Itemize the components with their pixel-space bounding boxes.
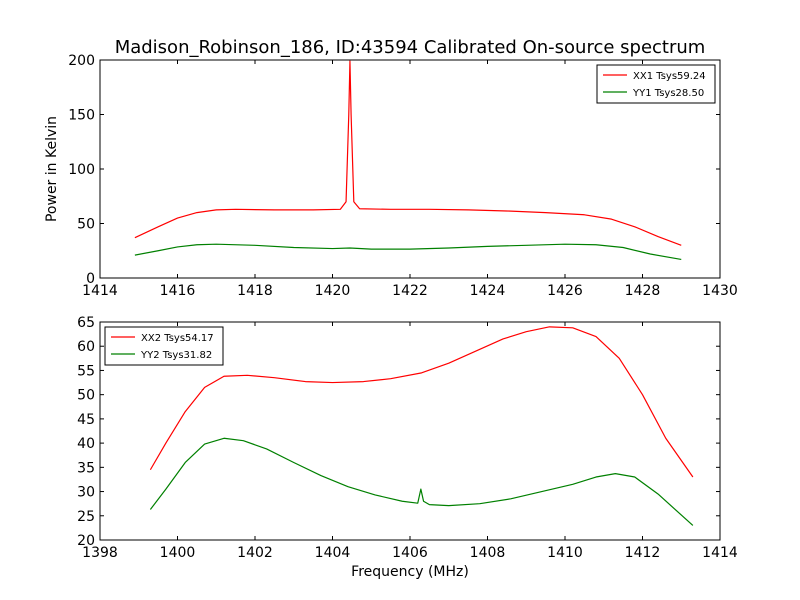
legend-label: XX2 Tsys54.17 (141, 333, 214, 344)
x-tick-label: 1414 (82, 283, 118, 299)
legend-box (596, 64, 716, 104)
x-tick-label: 1402 (237, 545, 273, 561)
x-tick-label: 1404 (315, 545, 351, 561)
x-tick-label: 1430 (702, 283, 738, 299)
series-line-1-2 (134, 243, 682, 261)
x-tick-label: 1398 (82, 545, 118, 561)
x-tick-label: 1428 (625, 283, 661, 299)
x-tick-label: 1410 (547, 545, 583, 561)
y-tick-label: 150 (68, 108, 95, 124)
y-tick-label: 55 (77, 363, 95, 379)
y-tick-label: 25 (77, 509, 95, 525)
y-tick-label: 100 (68, 162, 95, 178)
legend-label: YY2 Tsys31.82 (140, 350, 212, 361)
y-tick-label: 35 (77, 460, 95, 476)
x-tick-label: 1412 (625, 545, 661, 561)
y-tick-label: 40 (77, 436, 95, 452)
legend-2: XX2 Tsys54.17 YY2 Tsys31.82 (104, 326, 224, 366)
x-tick-label: 1424 (470, 283, 506, 299)
x-tick-label: 1420 (315, 283, 351, 299)
legend-1: XX1 Tsys59.24 YY1 Tsys28.50 (596, 64, 716, 104)
y-tick-label: 20 (77, 533, 95, 549)
x-tick-label: 1414 (702, 545, 738, 561)
legend-label: XX1 Tsys59.24 (633, 71, 706, 82)
y-tick-label: 50 (77, 217, 95, 233)
y-tick-label: 60 (77, 339, 95, 355)
x-tick-label: 1416 (160, 283, 196, 299)
legend-label: YY1 Tsys28.50 (632, 88, 704, 99)
series-line-2-1 (149, 326, 694, 478)
y-tick-label: 50 (77, 388, 95, 404)
y-tick-label: 65 (77, 315, 95, 331)
y-tick-label: 200 (68, 53, 95, 69)
y-axis-title: Power in Kelvin (44, 116, 60, 222)
x-axis-title: Frequency (MHz) (351, 564, 469, 580)
chart-title: Madison_Robinson_186, ID:43594 Calibrate… (115, 37, 706, 58)
plot-panel-2: 1398 1400 1402 1404 1406 1408 1410 1412 1414 20 25… (77, 315, 738, 580)
x-tick-label: 1400 (160, 545, 196, 561)
plot-panel-1: 1414 1416 1418 1420 1422 1424 1426 1428 1430 0 50 1… (44, 53, 738, 299)
legend-box (104, 326, 224, 366)
x-tick-label: 1418 (237, 283, 273, 299)
y-tick-label: 45 (77, 412, 95, 428)
y-tick-label: 0 (86, 271, 95, 287)
x-tick-label: 1406 (392, 545, 428, 561)
x-tick-label: 1408 (470, 545, 506, 561)
x-tick-label: 1426 (547, 283, 583, 299)
y-tick-label: 30 (77, 485, 95, 501)
series-line-2-2 (149, 437, 694, 526)
series-line-1-1 (134, 60, 682, 246)
x-tick-label: 1422 (392, 283, 428, 299)
